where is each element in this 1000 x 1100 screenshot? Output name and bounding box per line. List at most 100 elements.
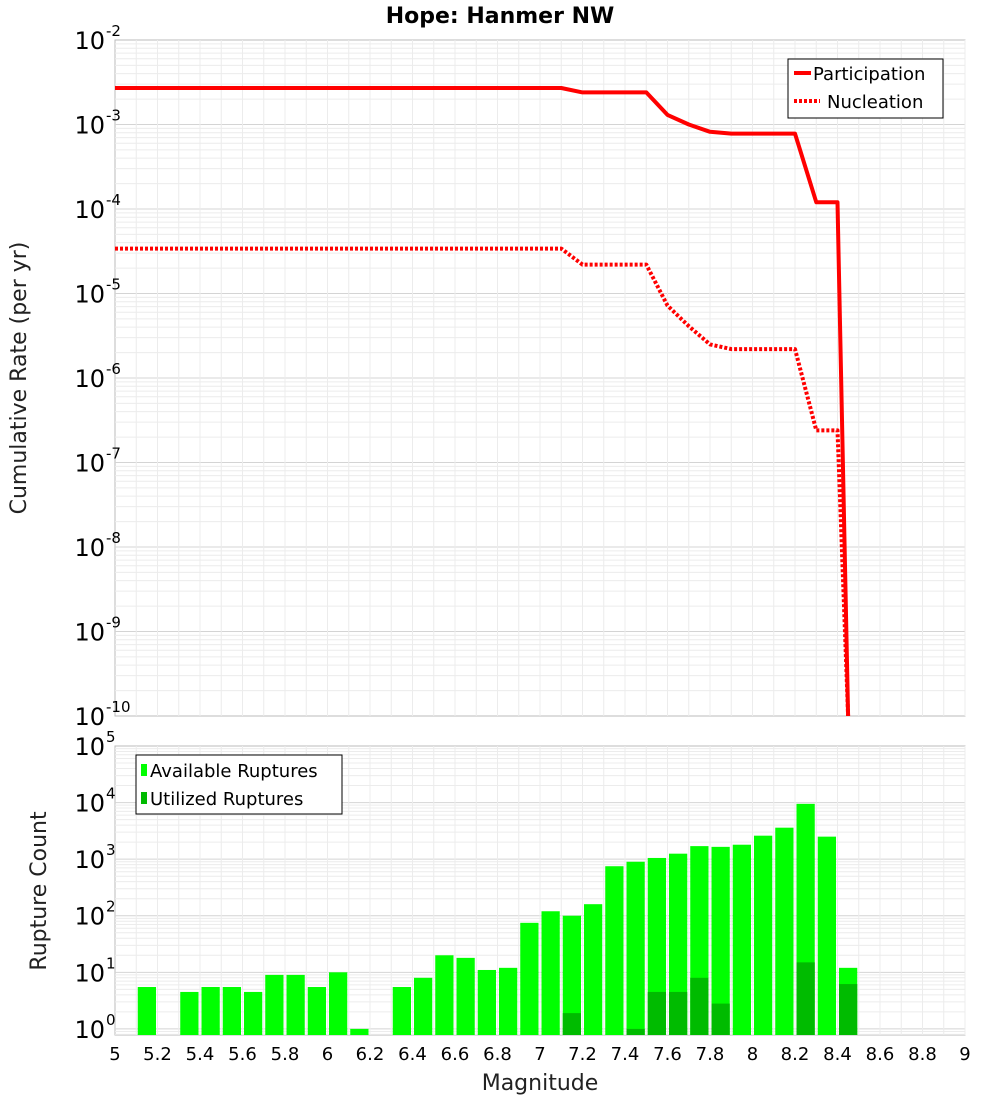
top-y-tick-labels: 10-210-310-410-510-610-710-810-910-10 (74, 22, 130, 731)
x-tick-label: 7.6 (653, 1044, 682, 1065)
series-nucleation-line (115, 246, 851, 716)
x-tick-label: 7 (534, 1044, 545, 1065)
bar-utilized-ruptures (690, 977, 709, 1035)
bottom-legend-box (135, 754, 343, 815)
bar-available-ruptures (307, 987, 326, 1035)
top-y-tick-label: 10 (74, 619, 105, 647)
top-y-tick-label: 10 (74, 703, 105, 731)
top-y-tick-exponent: -5 (106, 276, 121, 294)
x-tick-label: 5.8 (271, 1044, 300, 1065)
bar-available-ruptures (414, 977, 433, 1035)
bar-available-ruptures (775, 827, 794, 1035)
bottom-legend: Available Ruptures Utilized Ruptures (135, 754, 343, 815)
x-tick-label: 5.2 (143, 1044, 172, 1065)
bar-available-ruptures (562, 915, 581, 1035)
legend-swatch-utilized (141, 792, 147, 804)
x-tick-label: 6 (322, 1044, 333, 1065)
bottom-y-tick-label: 10 (74, 733, 105, 761)
bar-available-ruptures (520, 922, 539, 1035)
x-tick-label: 8 (747, 1044, 758, 1065)
bar-available-ruptures (180, 991, 199, 1035)
legend-label-utilized: Utilized Ruptures (150, 789, 303, 810)
bar-utilized-ruptures (669, 991, 688, 1035)
legend-label-participation: Participation (813, 64, 925, 85)
top-y-tick-exponent: -8 (106, 529, 121, 547)
bottom-y-tick-label: 10 (74, 959, 105, 987)
x-tick-label: 5.4 (186, 1044, 215, 1065)
bar-available-ruptures (350, 1028, 369, 1035)
x-tick-label: 5 (109, 1044, 120, 1065)
bar-available-ruptures (711, 846, 730, 1035)
bar-available-ruptures (435, 955, 454, 1035)
bottom-bars (137, 803, 858, 1035)
chart-title: Hope: Hanmer NW (386, 4, 615, 29)
top-y-tick-label: 10 (74, 112, 105, 140)
x-tick-label: 7.8 (696, 1044, 725, 1065)
bottom-y-tick-label: 10 (74, 790, 105, 818)
bar-available-ruptures (541, 911, 560, 1035)
x-tick-label: 8.8 (908, 1044, 937, 1065)
bar-available-ruptures (584, 904, 603, 1035)
top-y-tick-label: 10 (74, 196, 105, 224)
top-gridlines (115, 40, 966, 716)
bottom-y-tick-label: 10 (74, 846, 105, 874)
bottom-y-tick-exponent: 0 (106, 1011, 116, 1029)
bar-utilized-ruptures (796, 962, 815, 1035)
top-y-tick-label: 10 (74, 534, 105, 562)
top-legend: Participation Nucleation (787, 58, 944, 119)
bottom-y-tick-exponent: 1 (106, 954, 116, 972)
x-tick-label: 8.6 (866, 1044, 895, 1065)
bottom-y-tick-exponent: 4 (106, 785, 116, 803)
top-y-tick-exponent: -10 (106, 698, 131, 716)
bar-utilized-ruptures (839, 984, 858, 1035)
x-tick-label: 6.2 (356, 1044, 385, 1065)
bar-available-ruptures (222, 987, 241, 1035)
bottom-y-tick-label: 10 (74, 903, 105, 931)
bar-available-ruptures (754, 835, 773, 1035)
x-tick-label: 6.8 (483, 1044, 512, 1065)
top-y-tick-exponent: -9 (106, 614, 121, 632)
legend-label-nucleation: Nucleation (827, 92, 923, 113)
bar-utilized-ruptures (626, 1028, 645, 1035)
legend-swatch-available (141, 764, 147, 776)
bar-available-ruptures (201, 987, 220, 1035)
series-participation-line (115, 86, 851, 716)
bar-utilized-ruptures (562, 1013, 581, 1035)
x-tick-label: 7.2 (568, 1044, 597, 1065)
bottom-y-axis-label: Rupture Count (27, 811, 52, 971)
bar-utilized-ruptures (711, 1003, 730, 1035)
bottom-y-tick-exponent: 3 (106, 841, 116, 859)
bar-available-ruptures (669, 853, 688, 1035)
x-tick-label: 9 (959, 1044, 970, 1065)
x-tick-label: 7.4 (611, 1044, 640, 1065)
bar-utilized-ruptures (647, 991, 666, 1035)
top-y-tick-exponent: -7 (106, 445, 121, 463)
top-legend-box (787, 58, 944, 119)
x-tick-label: 6.6 (441, 1044, 470, 1065)
x-tick-label: 8.4 (823, 1044, 852, 1065)
bar-available-ruptures (626, 861, 645, 1035)
bar-available-ruptures (392, 987, 411, 1035)
bottom-y-tick-exponent: 5 (106, 728, 116, 746)
bar-available-ruptures (265, 974, 284, 1035)
top-y-tick-label: 10 (74, 281, 105, 309)
bar-available-ruptures (329, 972, 348, 1035)
top-y-tick-label: 10 (74, 450, 105, 478)
x-tick-label: 6.4 (398, 1044, 427, 1065)
bar-available-ruptures (647, 857, 666, 1035)
x-tick-label: 5.6 (228, 1044, 257, 1065)
bottom-y-tick-exponent: 2 (106, 898, 116, 916)
top-y-tick-exponent: -4 (106, 191, 121, 209)
top-y-tick-exponent: -2 (106, 22, 121, 40)
top-y-tick-label: 10 (74, 27, 105, 55)
x-axis-label: Magnitude (482, 1071, 599, 1096)
bar-available-ruptures (244, 991, 263, 1035)
bar-available-ruptures (456, 957, 475, 1035)
top-y-tick-exponent: -3 (106, 107, 121, 125)
top-series (115, 86, 851, 716)
bottom-y-tick-label: 10 (74, 1016, 105, 1044)
legend-label-available: Available Ruptures (150, 761, 318, 782)
top-y-tick-exponent: -6 (106, 360, 121, 378)
